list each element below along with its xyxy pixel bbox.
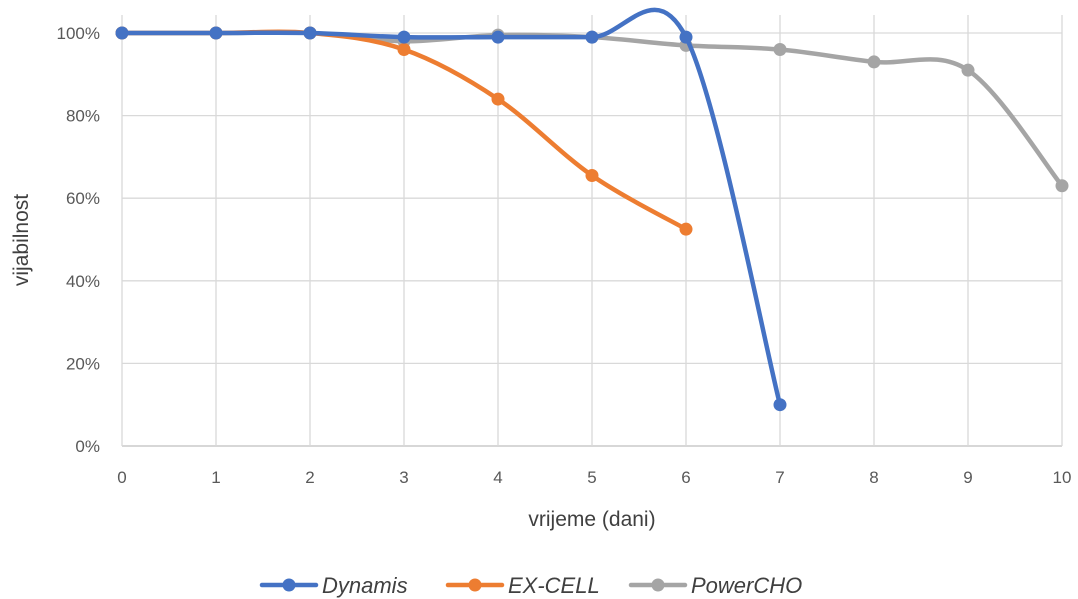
legend-label: Dynamis (322, 573, 408, 598)
series-lines (115, 7, 1069, 412)
legend-item-dynamis: Dynamis (259, 573, 408, 598)
data-point-powercho (961, 63, 975, 77)
data-point-ex-cell (679, 222, 693, 236)
x-tick-label: 4 (493, 468, 502, 487)
x-tick-label: 8 (869, 468, 878, 487)
x-tick-label: 5 (587, 468, 596, 487)
data-point-ex-cell (397, 43, 411, 57)
x-tick-label: 1 (211, 468, 220, 487)
data-point-dynamis (115, 26, 129, 40)
y-axis-title: vijabilnost (10, 194, 33, 286)
x-tick-label: 2 (305, 468, 314, 487)
x-tick-label: 3 (399, 468, 408, 487)
legend-swatch-marker (468, 578, 482, 592)
x-tick-label: 10 (1053, 468, 1072, 487)
y-tick-label: 60% (66, 189, 100, 208)
y-tick-label: 80% (66, 107, 100, 126)
legend-swatch-marker (282, 578, 296, 592)
y-tick-label: 100% (57, 24, 100, 43)
gridlines (121, 15, 1063, 447)
tick-labels: 0% 20% 40% 60% 80% 100% 0 1 2 3 4 5 6 7 8 9 10 (57, 24, 1072, 487)
series-dynamis (115, 7, 787, 412)
legend-swatch-marker (651, 578, 665, 592)
legend-item-ex-cell: EX-CELL (445, 573, 600, 598)
x-axis-title: vrijeme (dani) (528, 508, 655, 531)
legend-label: PowerCHO (691, 573, 802, 598)
data-point-dynamis (679, 30, 693, 44)
data-point-ex-cell (585, 168, 599, 182)
data-point-dynamis (397, 30, 411, 44)
data-point-ex-cell (491, 92, 505, 106)
x-tick-label: 9 (963, 468, 972, 487)
legend: Dynamis EX-CELL PowerCHO (259, 573, 802, 598)
y-tick-label: 20% (66, 354, 100, 373)
data-point-dynamis (585, 30, 599, 44)
data-point-dynamis (209, 26, 223, 40)
x-tick-label: 0 (117, 468, 126, 487)
data-point-powercho (867, 55, 881, 69)
data-point-dynamis (491, 30, 505, 44)
y-tick-label: 0% (75, 437, 100, 456)
data-point-powercho (773, 43, 787, 57)
data-point-dynamis (303, 26, 317, 40)
x-tick-label: 6 (681, 468, 690, 487)
legend-item-powercho: PowerCHO (628, 573, 802, 598)
data-point-dynamis (773, 398, 787, 412)
y-tick-label: 40% (66, 272, 100, 291)
x-tick-label: 7 (775, 468, 784, 487)
data-point-powercho (1055, 179, 1069, 193)
legend-label: EX-CELL (508, 573, 600, 598)
